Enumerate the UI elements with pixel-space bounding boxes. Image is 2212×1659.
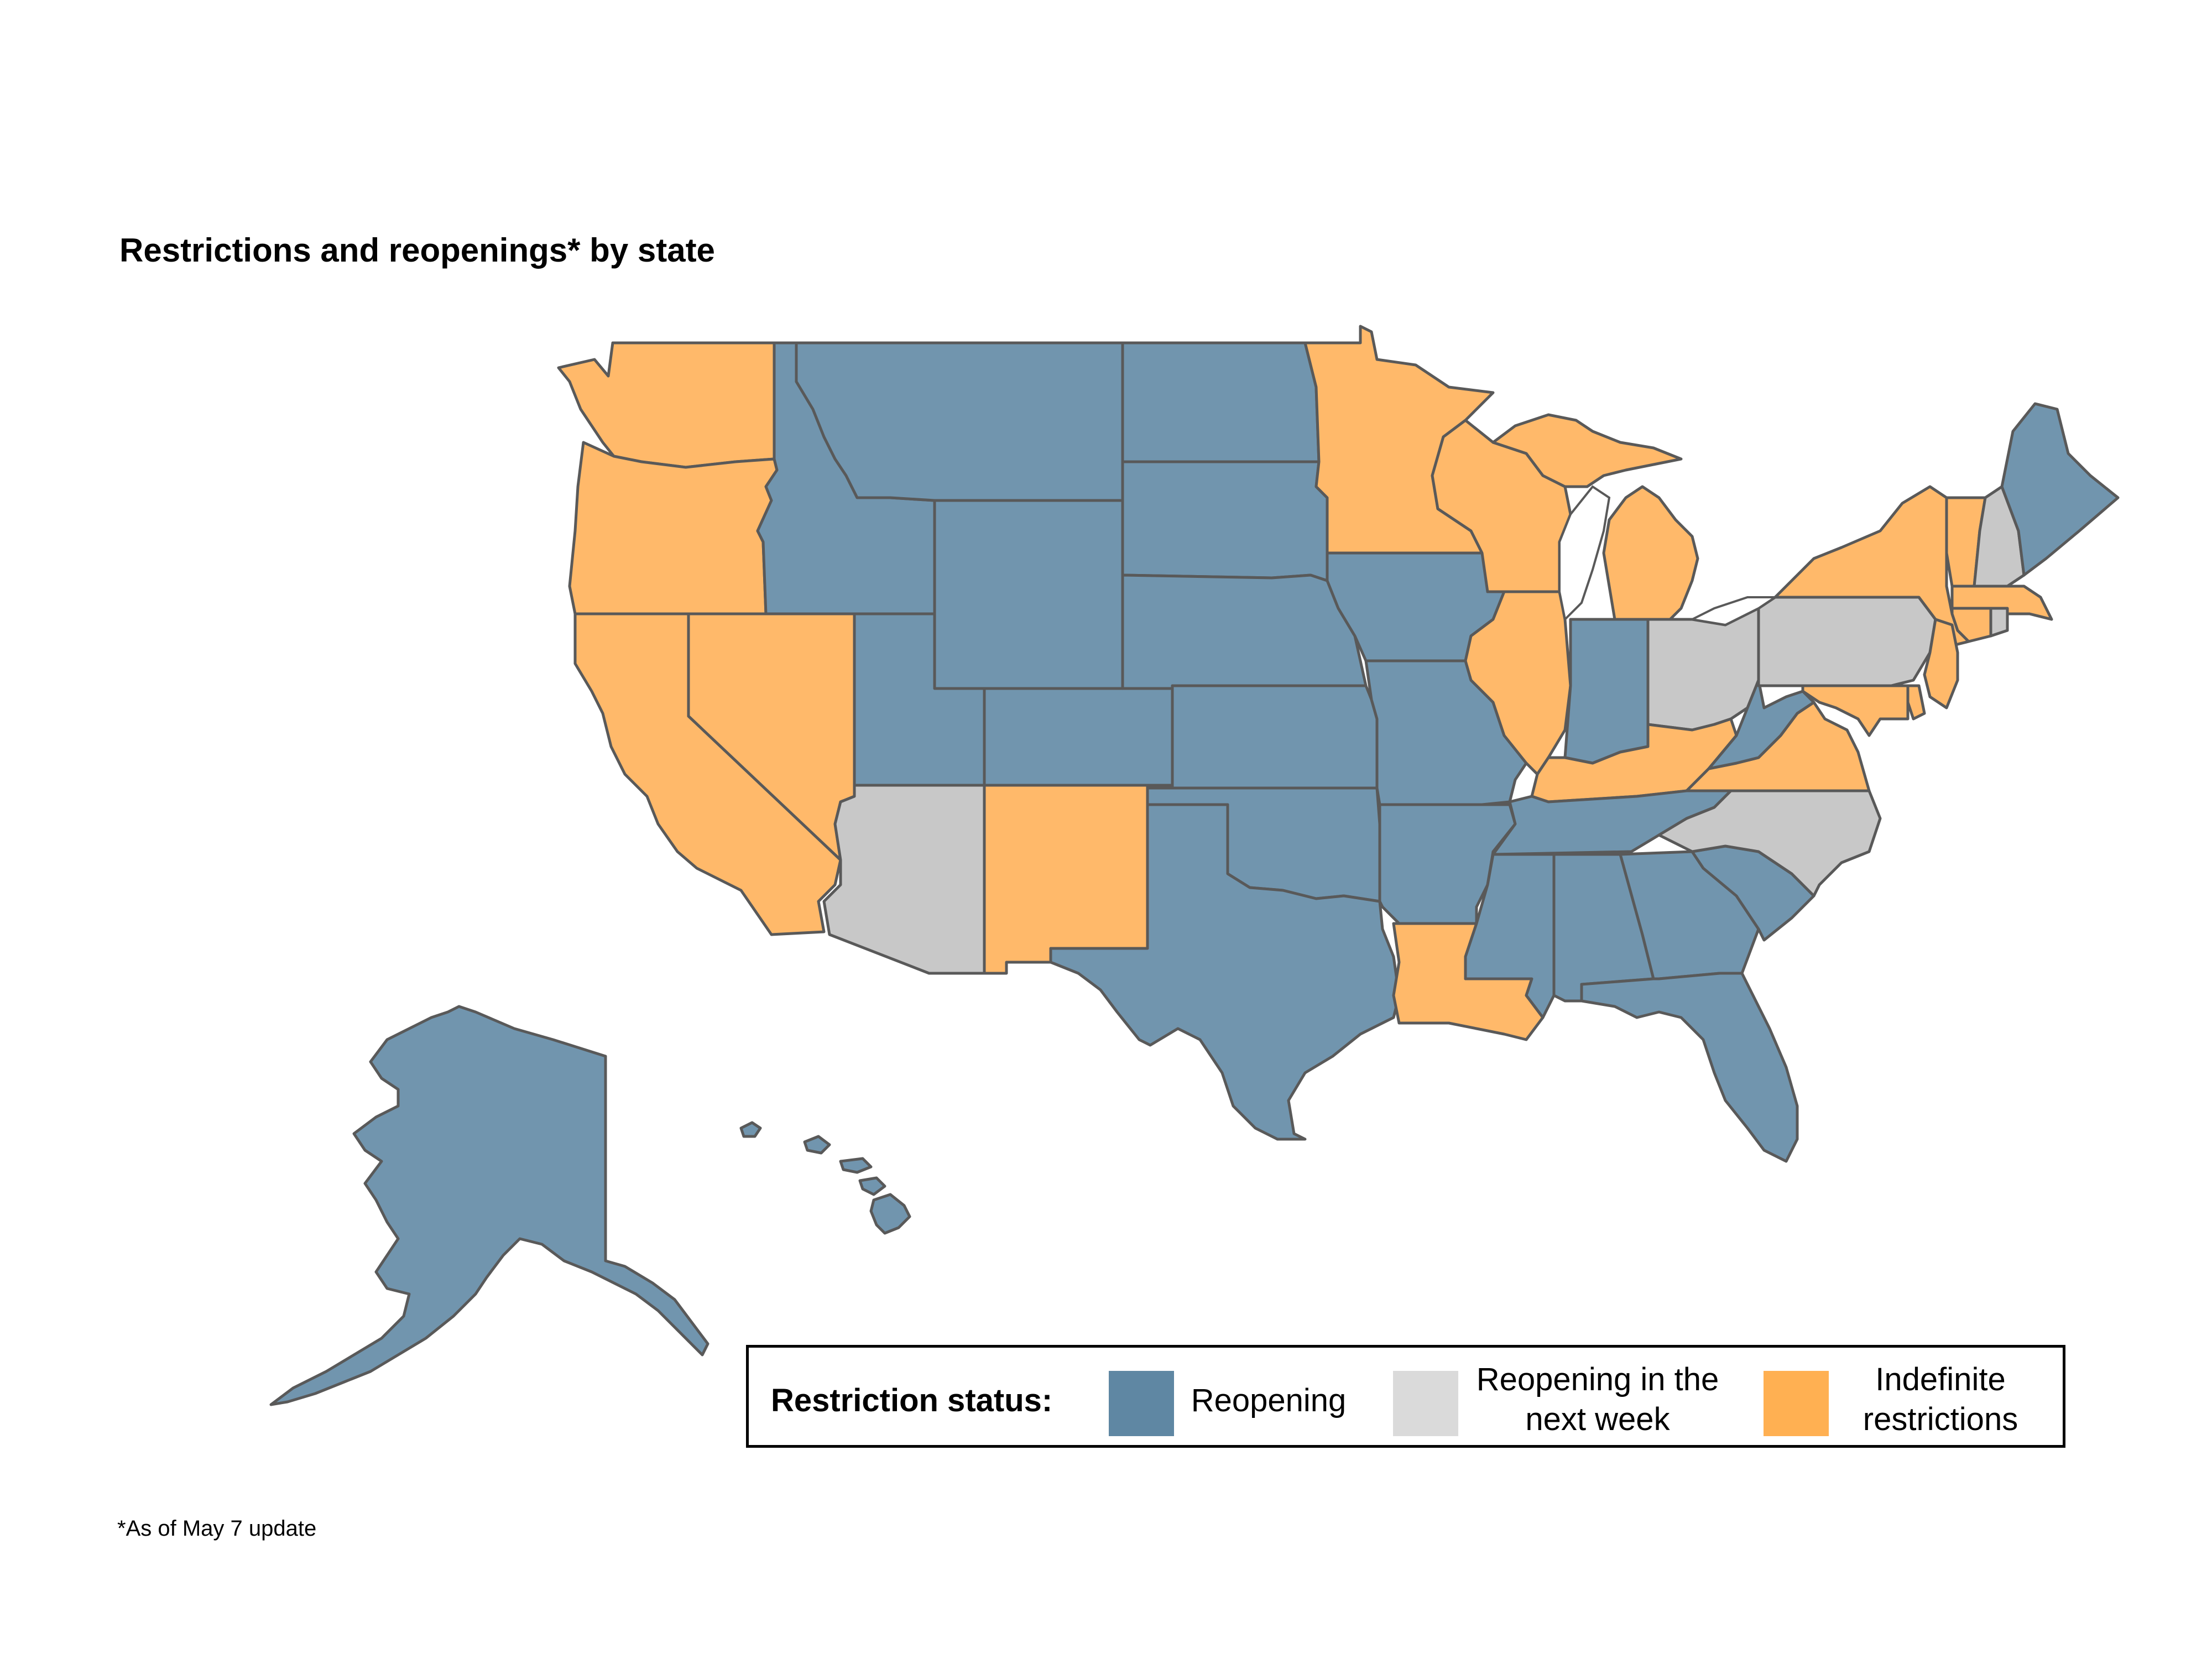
- state-az[interactable]: [822, 784, 986, 975]
- map-title: Restrictions and reopenings* by state: [119, 232, 715, 269]
- state-mi-lower[interactable]: [1602, 485, 1699, 621]
- state-nm[interactable]: [983, 784, 1149, 975]
- state-or[interactable]: [568, 441, 779, 615]
- state-md[interactable]: [1801, 684, 1910, 737]
- state-mt[interactable]: [795, 341, 1124, 502]
- state-ak[interactable]: [269, 1005, 709, 1406]
- state-wy[interactable]: [933, 499, 1124, 690]
- state-hi[interactable]: [739, 1121, 911, 1235]
- state-mi-upper[interactable]: [1491, 413, 1683, 488]
- legend-label-reopening: Reopening: [1191, 1383, 1347, 1418]
- legend-label-next-week: Reopening in the next week: [1476, 1361, 1719, 1437]
- state-ne[interactable]: [1121, 573, 1368, 690]
- state-in[interactable]: [1563, 618, 1650, 765]
- legend-swatch-next-week: [1393, 1371, 1458, 1436]
- state-co[interactable]: [983, 687, 1174, 787]
- legend-swatch-indefinite: [1764, 1371, 1829, 1436]
- legend-swatch-reopening: [1109, 1371, 1174, 1436]
- footnote: *As of May 7 update: [117, 1516, 317, 1541]
- state-me[interactable]: [2000, 402, 2120, 577]
- state-ks[interactable]: [1171, 684, 1379, 790]
- legend: Restriction status: Reopening Reopening …: [746, 1345, 2065, 1448]
- state-oh[interactable]: [1646, 607, 1760, 732]
- legend-title: Restriction status:: [771, 1383, 1053, 1418]
- state-nd[interactable]: [1121, 341, 1321, 463]
- lake-michigan: [1558, 485, 1611, 622]
- state-sd[interactable]: [1121, 460, 1329, 582]
- lake-erie: [1688, 596, 1779, 627]
- state-il[interactable]: [1464, 590, 1572, 776]
- state-de[interactable]: [1906, 684, 1926, 721]
- state-ri[interactable]: [1989, 607, 2009, 638]
- state-nj[interactable]: [1923, 618, 1959, 709]
- state-pa[interactable]: [1757, 596, 1937, 687]
- legend-label-indefinite: Indefinite restrictions: [1863, 1361, 2018, 1437]
- state-tx[interactable]: [1049, 803, 1401, 1141]
- state-fl[interactable]: [1580, 972, 1799, 1163]
